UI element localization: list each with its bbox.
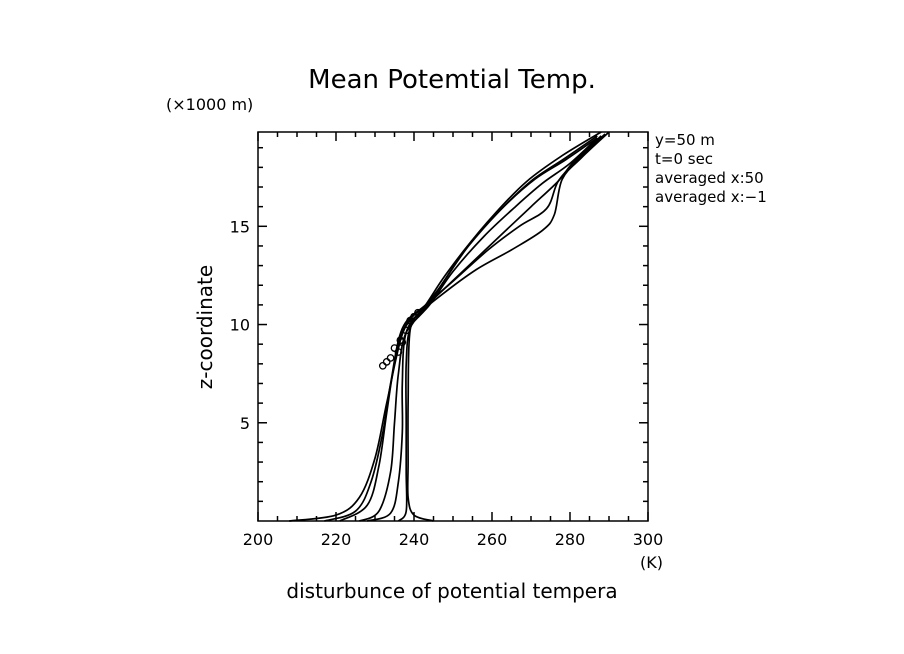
y-tick-label: 10 xyxy=(230,316,250,335)
circle-marker xyxy=(402,326,411,335)
x-tick-label: 240 xyxy=(399,530,430,549)
y-tick-label: 15 xyxy=(230,217,250,236)
y-axis-label: z-coordinate xyxy=(193,265,217,389)
x-tick-label: 260 xyxy=(477,530,508,549)
circle-marker xyxy=(382,358,391,366)
y-tick-label: 5 xyxy=(240,414,250,433)
circle-marker xyxy=(394,348,403,356)
info-line-averaged-1: averaged x:50 xyxy=(655,169,764,187)
y-axis-unit: (×1000 m) xyxy=(166,95,253,114)
x-tick-label: 200 xyxy=(243,530,274,549)
info-line-t: t=0 sec xyxy=(655,150,713,168)
series-line-1 xyxy=(289,131,610,522)
x-axis-unit: (K) xyxy=(640,553,663,572)
chart-title: Mean Potemtial Temp. xyxy=(308,65,596,95)
circle-marker xyxy=(390,344,399,352)
circle-marker xyxy=(410,312,418,321)
series-line-7 xyxy=(406,131,602,522)
axis-ticks xyxy=(257,132,649,521)
circle-marker xyxy=(414,308,422,317)
circle-markers xyxy=(378,308,422,370)
info-panel: y=50 m t=0 sec averaged x:50 averaged x:… xyxy=(655,131,767,206)
circle-marker xyxy=(386,354,395,362)
plot-frame xyxy=(257,131,649,522)
series-lines xyxy=(289,131,610,522)
circle-marker xyxy=(398,338,407,347)
info-line-averaged-2: averaged x:−1 xyxy=(655,188,767,206)
tick-labels: 200 220 240 260 280 300 5 10 15 xyxy=(230,217,664,549)
circle-marker xyxy=(378,361,387,370)
info-line-y: y=50 m xyxy=(655,131,715,149)
series-line-6 xyxy=(397,135,598,522)
x-axis-label: disturbunce of potential tempera xyxy=(286,579,617,603)
series-line-2 xyxy=(324,133,606,522)
series-line-3 xyxy=(339,135,602,522)
series-line-4 xyxy=(359,137,598,522)
circle-marker xyxy=(396,336,405,345)
x-tick-label: 300 xyxy=(633,530,664,549)
x-tick-label: 280 xyxy=(555,530,586,549)
x-tick-label: 220 xyxy=(321,530,352,549)
circle-marker xyxy=(406,316,414,325)
